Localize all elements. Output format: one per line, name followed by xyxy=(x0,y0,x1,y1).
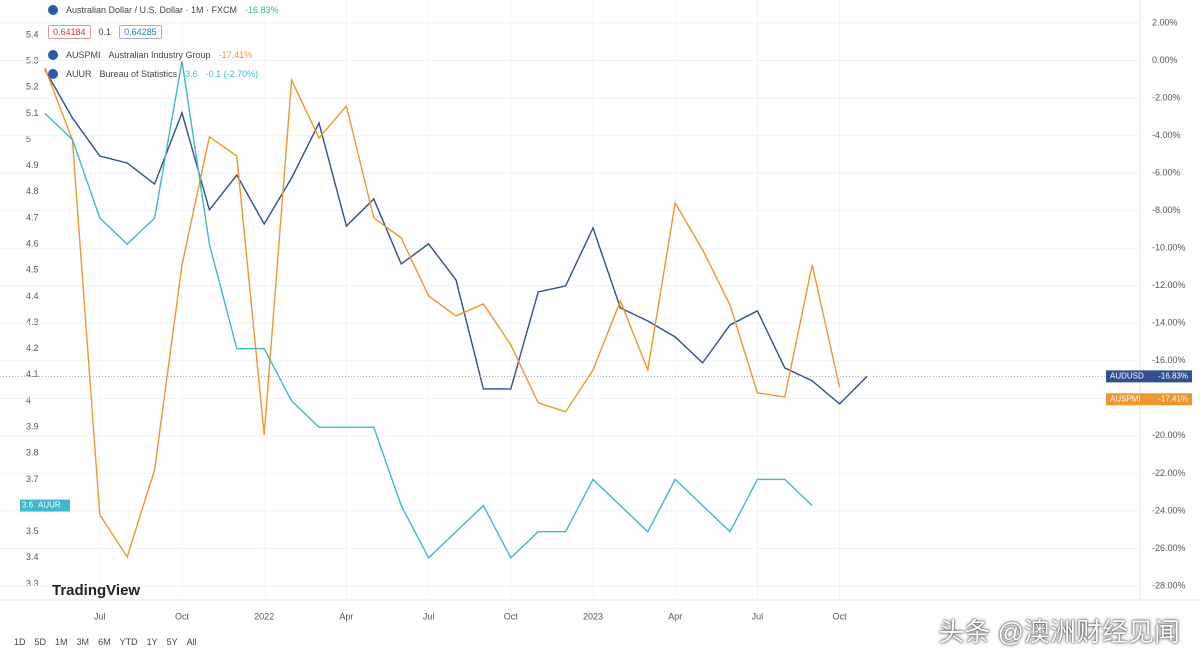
price-tag-name: AUDUSD xyxy=(1110,371,1144,380)
price-tag-name: AUUR xyxy=(38,501,61,510)
price-tag-value: -17.41% xyxy=(1158,394,1188,403)
bid[interactable]: 0.64184 xyxy=(48,25,91,39)
timeframe-button[interactable]: 1Y xyxy=(146,637,158,647)
y-tick-label: 4.8 xyxy=(26,186,39,196)
y-tick-label: 4.9 xyxy=(26,160,39,170)
logo: TradingView xyxy=(52,582,141,599)
y2-tick-label: -20.00% xyxy=(1152,430,1186,440)
legend-change: -16.83% xyxy=(245,5,279,15)
y2-tick-label: 0.00% xyxy=(1152,55,1178,65)
x-tick-label: Oct xyxy=(833,611,848,621)
x-tick-label: Oct xyxy=(175,611,190,621)
x-tick-label: Apr xyxy=(339,611,353,621)
legend-description: Bureau of Statistics xyxy=(99,69,178,79)
y-tick-label: 4.5 xyxy=(26,265,39,275)
x-tick-label: Apr xyxy=(668,611,682,621)
price-tag-value: 3.6 xyxy=(22,501,34,510)
y-tick-label: 3.7 xyxy=(26,474,39,484)
timeframe-button[interactable]: YTD xyxy=(119,637,138,647)
legend-row: AUUR Bureau of Statistics 3.6 -0.1 (-2.7… xyxy=(48,69,258,79)
y2-tick-label: -10.00% xyxy=(1152,243,1186,253)
x-tick-label: Oct xyxy=(504,611,519,621)
legend-change: -0.1 (-2.70%) xyxy=(205,69,259,79)
ask[interactable]: 0.64285 xyxy=(119,25,162,39)
legend-description: Australian Dollar / U.S. Dollar · 1M · F… xyxy=(66,5,238,15)
timeframe-button[interactable]: 5Y xyxy=(166,637,178,647)
x-tick-label: Jul xyxy=(752,611,764,621)
price-tag-value: -16.83% xyxy=(1158,371,1188,380)
legend-row: Australian Dollar / U.S. Dollar · 1M · F… xyxy=(48,5,279,15)
y-tick-label: 4 xyxy=(26,395,31,405)
series-line xyxy=(44,61,813,560)
price-tag xyxy=(20,499,70,512)
y2-tick-label: -28.00% xyxy=(1152,580,1186,590)
y-tick-label: 4.4 xyxy=(26,291,39,301)
legend-change: -17.41% xyxy=(218,50,253,60)
y-tick-label: 3.8 xyxy=(26,448,39,458)
quote-row: 0.64184 0.1 0.64285 xyxy=(48,25,162,39)
y-tick-label: 5.4 xyxy=(26,29,39,39)
timeframe-button[interactable]: 1D xyxy=(14,637,26,647)
y2-tick-label: -26.00% xyxy=(1152,543,1186,553)
timeframe-button[interactable]: 1M xyxy=(55,637,68,647)
x-tick-label: Jul xyxy=(94,611,106,621)
y2-tick-label: -12.00% xyxy=(1152,280,1186,290)
y-tick-label: 4.7 xyxy=(26,212,39,222)
icon xyxy=(48,50,58,60)
price-tag xyxy=(1106,393,1192,406)
y-tick-label: 5 xyxy=(26,134,31,144)
y2-tick-label: -16.00% xyxy=(1152,355,1186,365)
y-tick-label: 4.3 xyxy=(26,317,39,327)
y-tick-label: 3.9 xyxy=(26,422,39,432)
y-tick-label: 5.1 xyxy=(26,108,39,118)
y-tick-label: 4.2 xyxy=(26,343,39,353)
legend-name: AUUR xyxy=(66,69,92,79)
price-tag-name: AUSPMI xyxy=(1110,394,1141,403)
x-tick-label: 2023 xyxy=(583,611,603,621)
legend-value: 3.6 xyxy=(185,69,198,79)
y2-tick-label: -14.00% xyxy=(1152,318,1186,328)
y2-tick-label: -2.00% xyxy=(1152,92,1181,102)
y-tick-label: 3.3 xyxy=(26,578,39,588)
legend-row: AUSPMI Australian Industry Group -17.41% xyxy=(48,50,252,60)
y2-tick-label: -6.00% xyxy=(1152,168,1181,178)
y2-tick-label: -4.00% xyxy=(1152,130,1181,140)
icon xyxy=(48,69,58,79)
icon xyxy=(48,5,58,15)
x-tick-label: 2022 xyxy=(254,611,274,621)
timeframe-button[interactable]: 3M xyxy=(76,637,90,647)
y-tick-label: 4.6 xyxy=(26,239,39,249)
y-tick-label: 3.4 xyxy=(26,552,39,562)
series-line xyxy=(44,67,841,559)
y2-tick-label: 2.00% xyxy=(1152,17,1178,27)
timeframe-button[interactable]: 5D xyxy=(34,637,47,647)
y2-tick-label: -24.00% xyxy=(1152,505,1186,515)
y2-tick-label: -22.00% xyxy=(1152,468,1186,478)
legend-name: AUSPMI xyxy=(66,50,101,60)
x-tick-label: Jul xyxy=(423,611,435,621)
timeframe-button[interactable]: 6M xyxy=(98,637,111,647)
spread: 0.1 xyxy=(98,27,112,37)
series-line xyxy=(44,69,868,405)
y2-tick-label: -8.00% xyxy=(1152,205,1181,215)
watermark: 头条 @澳洲财经见闻 xyxy=(938,617,1180,647)
y-tick-label: 5.2 xyxy=(26,82,39,92)
y-tick-label: 4.1 xyxy=(26,369,39,379)
toolbar: 1D 5D 1M 3M 6M YTD 1Y 5Y All xyxy=(14,637,197,647)
legend-description: Australian Industry Group xyxy=(108,50,211,60)
y-tick-label: 3.5 xyxy=(26,526,39,536)
timeframe-button[interactable]: All xyxy=(186,637,197,647)
price-tag xyxy=(1106,370,1192,383)
